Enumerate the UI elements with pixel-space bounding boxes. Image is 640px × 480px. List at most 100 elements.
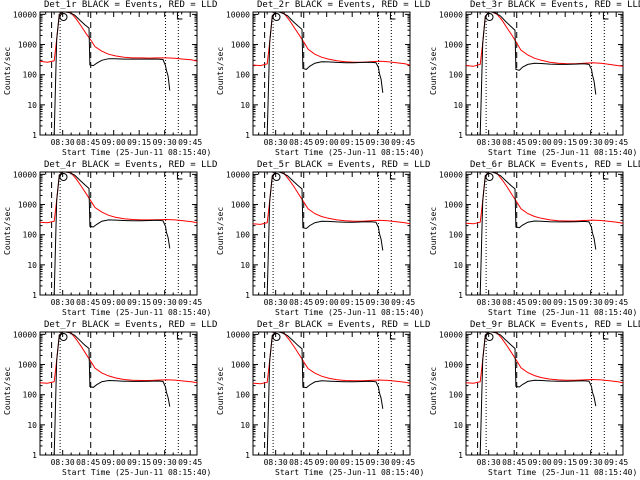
lld-series-line	[253, 332, 410, 385]
y-tick-label: 10000	[439, 170, 463, 179]
event-circle-marker	[59, 333, 68, 341]
x-tick-label: 09:00	[528, 458, 552, 467]
x-tick-label: 09:45	[178, 458, 202, 467]
y-axis-label: Counts/sec	[216, 46, 225, 95]
x-tick-label: 09:15	[340, 138, 364, 147]
y-tick-label: 100	[449, 231, 464, 240]
plot-frame	[465, 331, 624, 456]
y-tick-label: 10	[240, 101, 250, 110]
event-bracket-marker	[602, 172, 609, 180]
x-tick-label: 09:15	[127, 458, 151, 467]
plot-frame	[252, 11, 411, 136]
x-tick-label: 08:45	[289, 298, 313, 307]
y-tick-label: 100	[449, 391, 464, 400]
y-tick-label: 10000	[226, 330, 250, 339]
x-tick-label: 09:30	[579, 298, 603, 307]
x-tick-label: 08:45	[76, 298, 100, 307]
x-tick-label: 08:45	[289, 458, 313, 467]
x-tick-label: 09:45	[391, 138, 415, 147]
x-tick-label: 09:00	[315, 298, 339, 307]
y-tick-label: 1000	[231, 201, 250, 210]
chart-title: Det_4r BLACK = Events, RED = LLD	[44, 160, 218, 170]
x-axis-label: Start Time (25-Jun-11 08:15:40)	[275, 308, 425, 317]
y-tick-label: 100	[236, 231, 251, 240]
events-series-line	[260, 172, 384, 295]
y-tick-label: 1000	[444, 41, 463, 50]
y-axis-label: Counts/sec	[216, 366, 225, 415]
y-axis-label: Counts/sec	[429, 366, 438, 415]
detector-chart-4: 1 10 100 1000 10000 08:30 08:45 09:00 09:15 09:30…	[0, 160, 217, 320]
x-tick-label: 08:30	[51, 298, 75, 307]
lld-series-line	[40, 12, 197, 63]
chart-title: Det_8r BLACK = Events, RED = LLD	[257, 320, 431, 330]
event-bracket-marker	[176, 332, 183, 340]
y-tick-label: 10	[27, 261, 37, 270]
y-tick-label: 10	[453, 421, 463, 430]
event-circle-marker	[485, 333, 494, 341]
event-circle-marker	[272, 173, 281, 181]
plot-frame	[465, 171, 624, 296]
detector-chart-3: 1 10 100 1000 10000 08:30 08:45 09:00 09:15 09:30…	[426, 0, 640, 160]
x-tick-label: 09:00	[528, 298, 552, 307]
chart-svg: 1 10 100 1000 10000 08:30 08:45 09:00 09:15 09:30…	[226, 170, 416, 307]
detector-chart-7: 1 10 100 1000 10000 08:30 08:45 09:00 09:15 09:30…	[0, 320, 217, 480]
x-tick-label: 09:45	[178, 138, 202, 147]
event-bracket-marker	[602, 12, 609, 20]
x-tick-label: 09:45	[391, 458, 415, 467]
x-axis-label: Start Time (25-Jun-11 08:15:40)	[62, 148, 212, 157]
event-circle-marker	[59, 173, 68, 181]
x-tick-label: 09:30	[579, 138, 603, 147]
x-tick-label: 08:30	[264, 458, 288, 467]
x-tick-label: 08:45	[502, 458, 526, 467]
x-tick-label: 08:30	[477, 298, 501, 307]
event-circle-marker	[272, 333, 281, 341]
y-axis-label: Counts/sec	[429, 46, 438, 95]
y-tick-label: 10000	[13, 330, 37, 339]
y-tick-label: 1000	[18, 41, 37, 50]
x-tick-label: 09:30	[366, 298, 390, 307]
x-tick-label: 08:45	[76, 138, 100, 147]
chart-svg: 1 10 100 1000 10000 08:30 08:45 09:00 09:15 09:30…	[439, 170, 629, 307]
y-tick-label: 1	[32, 131, 37, 140]
y-tick-label: 100	[23, 71, 38, 80]
x-tick-label: 09:30	[366, 458, 390, 467]
x-tick-label: 09:45	[178, 298, 202, 307]
plot-frame	[39, 11, 198, 136]
y-tick-label: 10	[240, 261, 250, 270]
events-series-line	[260, 332, 384, 455]
y-tick-label: 1000	[444, 361, 463, 370]
chart-title: Det_5r BLACK = Events, RED = LLD	[257, 160, 431, 170]
y-tick-label: 10	[453, 101, 463, 110]
lld-series-line	[253, 172, 410, 225]
lld-series-line	[40, 172, 197, 224]
x-axis-label: Start Time (25-Jun-11 08:15:40)	[488, 468, 638, 477]
x-tick-label: 08:45	[502, 298, 526, 307]
y-axis-label: Counts/sec	[3, 46, 12, 95]
x-tick-label: 09:15	[553, 138, 577, 147]
chart-title: Det_9r BLACK = Events, RED = LLD	[470, 320, 640, 330]
y-axis-label: Counts/sec	[3, 366, 12, 415]
x-axis-label: Start Time (25-Jun-11 08:15:40)	[275, 468, 425, 477]
event-circle-marker	[59, 13, 68, 21]
chart-svg: 1 10 100 1000 10000 08:30 08:45 09:00 09:15 09:30…	[439, 10, 629, 147]
y-tick-label: 1	[245, 291, 250, 300]
y-axis-label: Counts/sec	[216, 206, 225, 255]
x-axis-label: Start Time (25-Jun-11 08:15:40)	[62, 308, 212, 317]
plot-frame	[252, 171, 411, 296]
x-axis-label: Start Time (25-Jun-11 08:15:40)	[488, 308, 638, 317]
detector-chart-6: 1 10 100 1000 10000 08:30 08:45 09:00 09:15 09:30…	[426, 160, 640, 320]
x-tick-label: 09:30	[153, 138, 177, 147]
event-bracket-marker	[389, 172, 396, 180]
events-series-line	[473, 332, 597, 455]
chart-title: Det_1r BLACK = Events, RED = LLD	[44, 0, 218, 10]
y-tick-label: 1000	[444, 201, 463, 210]
y-tick-label: 10000	[13, 10, 37, 19]
x-tick-label: 08:45	[289, 138, 313, 147]
y-tick-label: 100	[23, 391, 38, 400]
x-tick-label: 09:15	[340, 298, 364, 307]
plot-frame	[39, 171, 198, 296]
y-tick-label: 1	[32, 451, 37, 460]
chart-svg: 1 10 100 1000 10000 08:30 08:45 09:00 09:15 09:30…	[226, 10, 416, 147]
events-series-line	[473, 12, 597, 135]
